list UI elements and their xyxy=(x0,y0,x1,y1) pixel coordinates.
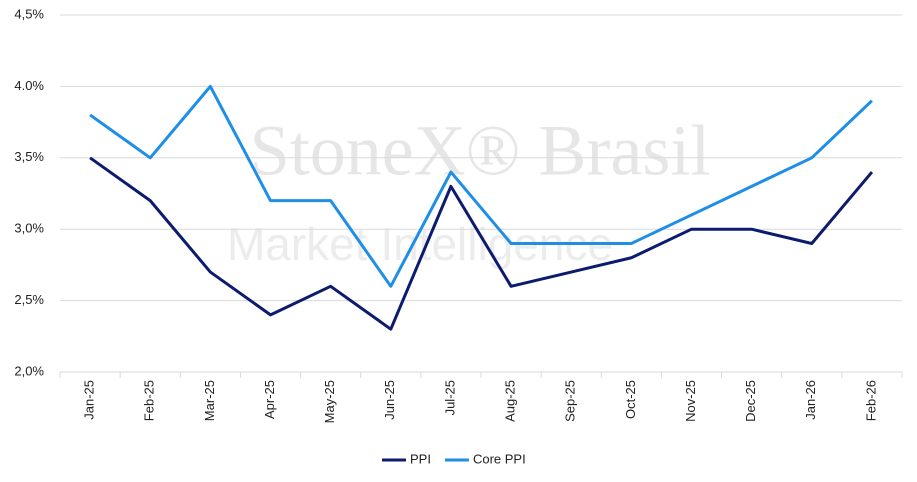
y-tick-label: 4,5% xyxy=(14,6,44,21)
x-tick-label: May-25 xyxy=(322,380,337,423)
x-tick-label: Apr-25 xyxy=(262,380,277,419)
legend-label: Core PPI xyxy=(473,451,526,466)
x-tick-label: Nov-25 xyxy=(683,380,698,422)
legend-label: PPI xyxy=(410,451,431,466)
x-tick-label: Aug-25 xyxy=(503,380,518,422)
x-tick-label: Sep-25 xyxy=(563,380,578,422)
y-tick-label: 2,0% xyxy=(14,363,44,378)
y-tick-label: 4.0% xyxy=(14,78,44,93)
legend: PPI Core PPI xyxy=(382,451,526,466)
y-tick-label: 3,0% xyxy=(14,221,44,236)
x-tick-label: Dec-25 xyxy=(743,380,758,422)
x-tick-label: Jul-25 xyxy=(442,380,457,415)
x-tick-label: Oct-25 xyxy=(623,380,638,419)
x-tick-label: Jun-25 xyxy=(382,380,397,420)
watermark: StoneX® Brasil xyxy=(250,111,711,191)
x-tick-label: Feb-25 xyxy=(142,380,157,421)
x-tick-label: Jan-25 xyxy=(82,380,97,420)
x-tick-label: Jan-26 xyxy=(803,380,818,420)
line-series xyxy=(89,84,873,288)
y-tick-label: 2,5% xyxy=(14,292,44,307)
x-tick-label: Mar-25 xyxy=(202,380,217,421)
line-series xyxy=(89,156,874,331)
y-tick-label: 3,5% xyxy=(14,149,44,164)
x-tick-label: Feb-26 xyxy=(863,380,878,421)
